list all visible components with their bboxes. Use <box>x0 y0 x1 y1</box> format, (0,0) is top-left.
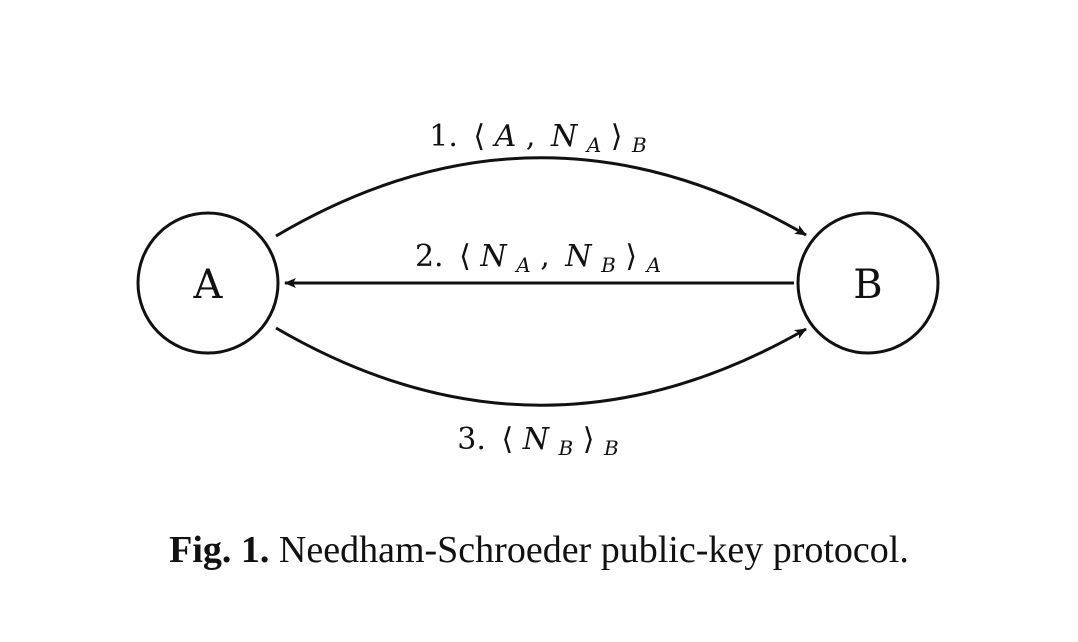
message-1-number: 1. <box>429 119 458 154</box>
message-1-term2: N <box>550 119 579 154</box>
message-1-label: 1. ⟨ A , N A ⟩ B <box>429 119 647 160</box>
message-2-term2: N <box>564 239 593 274</box>
node-a-label: A <box>193 262 224 308</box>
message-2-number: 2. <box>415 239 444 274</box>
message-3-label: 3. ⟨ N B ⟩ B <box>457 422 618 463</box>
node-b: B <box>796 211 940 355</box>
message-2-key: A <box>645 253 661 277</box>
message-3-open: ⟨ <box>501 422 513 457</box>
edge-message-3-arrow <box>275 326 807 407</box>
message-2-close: ⟩ <box>625 239 637 274</box>
message-1-key: B <box>631 133 647 157</box>
figure-caption-prefix: Fig. 1. <box>169 529 270 571</box>
message-2-sep: , <box>540 239 550 274</box>
message-2-term1: N <box>479 239 508 274</box>
node-b-circle <box>796 211 940 355</box>
message-1-term1: A <box>492 119 517 154</box>
message-3-close: ⟩ <box>583 422 595 457</box>
node-a-circle <box>136 211 280 355</box>
figure-caption: Fig. 1. Needham-Schroeder public-key pro… <box>0 528 1078 572</box>
edge-message-1-arrow <box>275 156 807 238</box>
message-2-label: 2. ⟨ N A , N B ⟩ A <box>415 239 661 280</box>
node-a: A <box>136 211 280 355</box>
message-3-term1: N <box>522 422 551 457</box>
message-1-sep: , <box>526 119 536 154</box>
message-3-key: B <box>603 436 619 460</box>
message-3-term1-sub: B <box>558 436 574 460</box>
message-2-open: ⟨ <box>459 239 471 274</box>
message-2-term1-sub: A <box>514 253 530 277</box>
message-3-number: 3. <box>457 422 486 457</box>
node-b-label: B <box>853 262 882 308</box>
message-1-open: ⟨ <box>473 119 485 154</box>
message-2-term2-sub: B <box>600 253 616 277</box>
message-1-close: ⟩ <box>611 119 623 154</box>
message-1-term2-sub: A <box>585 133 601 157</box>
figure-caption-text: Needham-Schroeder public-key protocol. <box>269 529 909 571</box>
